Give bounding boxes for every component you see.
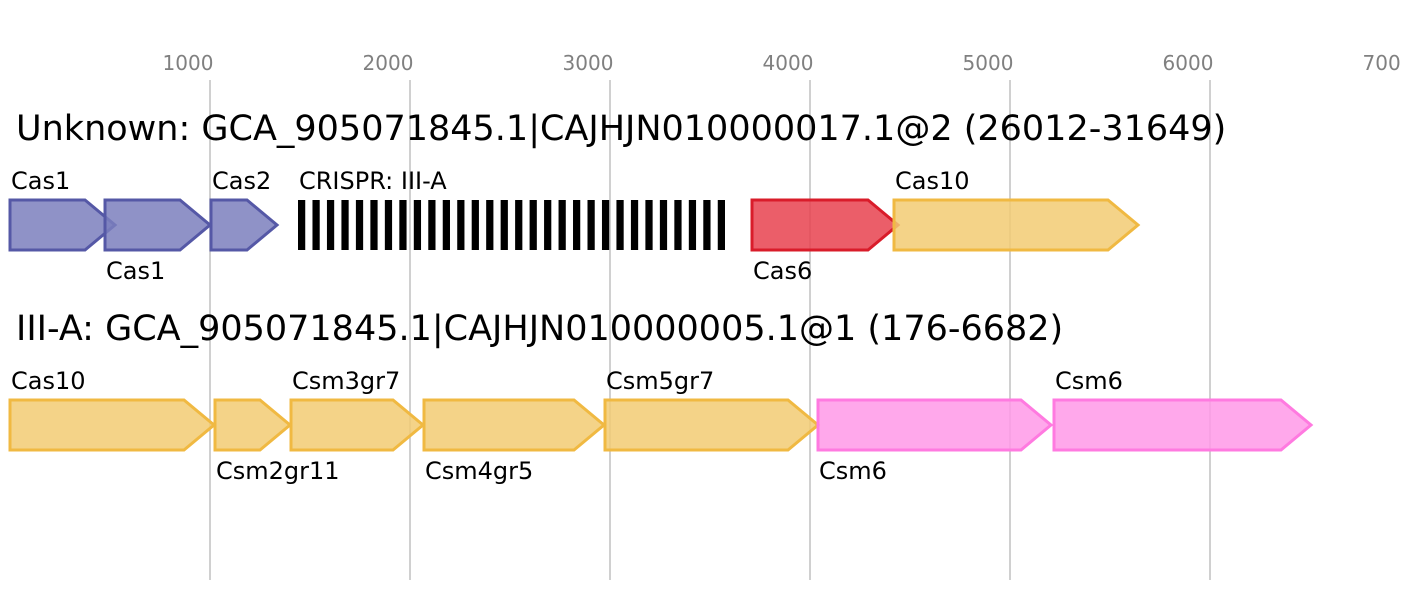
gene-arrow — [289, 398, 426, 452]
gene-label: Csm4gr5 — [425, 457, 533, 485]
crispr-repeat — [500, 200, 508, 250]
crispr-repeat — [326, 200, 335, 250]
gene-arrow — [8, 198, 118, 252]
crispr-repeat — [428, 200, 436, 250]
crispr-repeat — [457, 200, 465, 250]
crispr-repeat — [370, 200, 378, 250]
gene-label: Cas1 — [11, 167, 70, 195]
crispr-repeat — [486, 200, 494, 250]
axis-tick-label: 2000 — [363, 51, 414, 75]
gene-arrow — [1052, 398, 1314, 452]
crispr-repeat — [717, 200, 725, 250]
crispr-repeat — [355, 200, 364, 250]
gene-arrow — [892, 198, 1141, 252]
gene-label: CRISPR: III-A — [299, 167, 447, 195]
crispr-repeat — [442, 200, 450, 250]
gene-arrow — [603, 398, 821, 452]
crispr-repeat — [529, 200, 537, 250]
crispr-repeat — [384, 200, 393, 250]
axis-tick-label: 3000 — [563, 51, 614, 75]
gene-label: Csm6 — [819, 457, 887, 485]
gene-label: Csm2gr11 — [216, 457, 340, 485]
crispr-repeat — [688, 200, 697, 250]
crispr-repeat — [413, 200, 422, 250]
gene-label: Cas6 — [753, 257, 812, 285]
crispr-repeat — [616, 200, 624, 250]
crispr-repeat — [471, 200, 479, 250]
gene-label: Cas10 — [895, 167, 970, 195]
gene-arrow — [750, 198, 901, 252]
crispr-repeat — [645, 200, 653, 250]
crispr-repeat — [601, 200, 610, 250]
crispr-repeat — [298, 200, 306, 250]
gene-label: Cas2 — [212, 167, 271, 195]
crispr-repeat — [515, 200, 523, 250]
gene-label: Cas1 — [106, 257, 165, 285]
crispr-repeat — [312, 200, 320, 250]
crispr-repeat — [703, 200, 711, 250]
gene-label: Csm3gr7 — [292, 367, 400, 395]
gene-arrow — [816, 398, 1054, 452]
crispr-repeat — [558, 200, 566, 250]
crispr-repeat — [573, 200, 581, 250]
axis-tick-label: 4000 — [763, 51, 814, 75]
track-title: Unknown: GCA_905071845.1|CAJHJN010000017… — [16, 109, 1226, 149]
crispr-repeat — [659, 200, 668, 250]
axis-tick-label: 5000 — [963, 51, 1014, 75]
gene-arrow — [103, 198, 213, 252]
axis-tick-label: 1000 — [163, 51, 214, 75]
crispr-repeat — [399, 200, 407, 250]
crispr-repeat — [544, 200, 552, 250]
axis-tick-label: 6000 — [1163, 51, 1214, 75]
crispr-array — [298, 200, 725, 250]
track-title: III-A: GCA_905071845.1|CAJHJN010000005.1… — [16, 309, 1063, 349]
gene-arrow — [8, 398, 217, 452]
crispr-repeat — [630, 200, 639, 250]
crispr-repeat — [341, 200, 349, 250]
crispr-repeat — [587, 200, 595, 250]
gene-arrow — [209, 198, 280, 252]
gene-arrow — [213, 398, 293, 452]
axis-tick-label: 7000 — [1363, 51, 1401, 75]
gene-label: Csm6 — [1055, 367, 1123, 395]
gene-label: Cas10 — [11, 367, 86, 395]
gene-arrow — [422, 398, 607, 452]
crispr-repeat — [674, 200, 682, 250]
gene-label: Csm5gr7 — [606, 367, 714, 395]
